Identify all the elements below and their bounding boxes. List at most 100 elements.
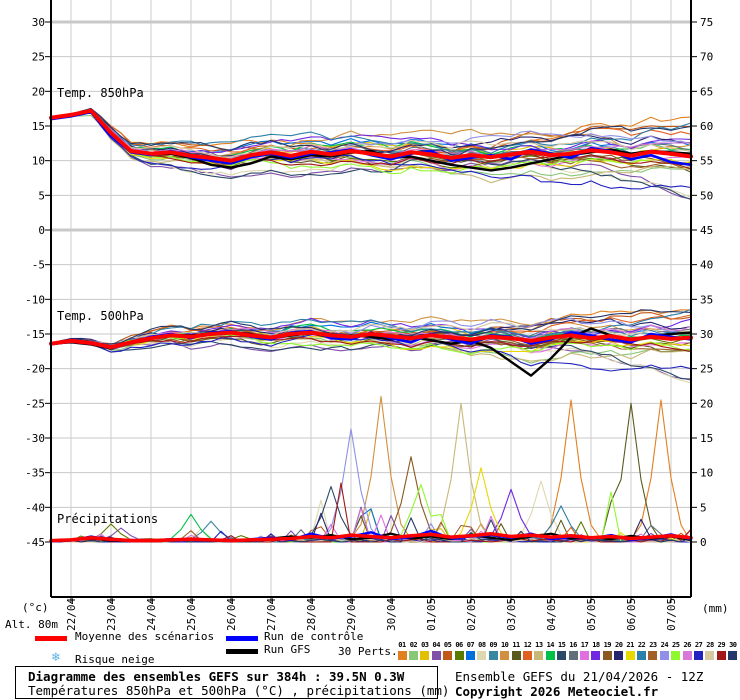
pert-number: 03 [421,641,429,649]
pert-number: 02 [409,641,418,649]
pert-number: 01 [398,641,406,649]
pert-swatch [671,651,681,660]
date-label: 06/05 [625,598,638,631]
date-label: 03/05 [505,598,518,631]
pert-number: 20 [615,641,623,649]
snowflake-icon: ❄ [52,650,60,665]
pert-legend-22: 22 [637,641,647,660]
pert-legend-12: 12 [522,641,532,660]
pert-swatch [648,651,658,660]
pert-number: 27 [694,641,703,649]
pert-line-05-500 [50,312,692,346]
pert-legend-13: 13 [534,641,544,660]
pert-swatch [728,651,738,660]
pert-number: 28 [706,641,714,649]
gfs-line-label: Run GFS [264,643,311,656]
pert-legend-17: 17 [580,641,590,660]
pert-number: 25 [672,641,680,649]
snow-risk-label: Risque neige [75,653,155,666]
pert-legend-28: 28 [705,641,715,660]
pert-legend-07: 07 [465,641,475,660]
left-axis-tick-label: -10 [25,293,45,306]
pert-number: 04 [432,641,441,649]
pert-swatch [500,651,510,660]
right-axis-tick-label: 0 [700,536,707,549]
pert-legend-09: 09 [488,641,498,660]
left-axis-tick-label: -15 [25,328,45,341]
left-axis-tick-label: -30 [25,432,45,445]
left-axis-tick-label: 30 [32,16,45,29]
copyright: Copyright 2026 Meteociel.fr [455,684,659,699]
left-axis-tick-label: -45 [25,536,45,549]
pert-number: 14 [546,641,555,649]
pert-swatch [534,651,544,660]
left-axis-tick-label: -35 [25,467,45,480]
right-axis-tick-label: 60 [700,120,713,133]
right-axis-tick-label: 75 [700,16,713,29]
mean-line-850 [49,108,693,163]
pert-number: 18 [592,641,600,649]
pert-number: 22 [637,641,646,649]
pert-legend-18: 18 [591,641,601,660]
date-label: 05/05 [585,598,598,631]
pert-number: 08 [478,641,486,649]
date-label: 24/04 [145,598,158,631]
pert-swatch [637,651,647,660]
pert-line-04-850 [50,111,692,200]
right-axis-tick-label: 10 [700,467,713,480]
mean-line-500 [49,330,693,350]
panel-label-500hpa: Temp. 500hPa [57,309,144,323]
pert-number: 24 [660,641,669,649]
diagram-subtitle: Températures 850hPa et 500hPa (°C) , pré… [28,683,450,698]
gfs-line-swatch [226,649,258,654]
pert-swatch [705,651,715,660]
pert-swatch [716,651,726,660]
pert-line-15-500 [50,340,692,380]
control-line-swatch [226,636,258,641]
right-axis-tick-label: 55 [700,155,713,168]
pert-number: 23 [649,641,657,649]
altitude-label: Alt. 80m [5,618,58,631]
date-label: 01/05 [425,598,438,631]
pert-legend-25: 25 [671,641,681,660]
pert-swatch [568,651,578,660]
pert-swatch [557,651,567,660]
run-info: Ensemble GEFS du 21/04/2026 - 12Z [455,669,704,684]
pert-line-25-850 [50,110,692,175]
pert-number: 07 [466,641,475,649]
control-line-label: Run de contrôle [264,630,364,643]
pert-number: 10 [500,641,509,649]
mean-line-label: Moyenne des scénarios [75,630,215,643]
pert-legend-05: 05 [443,641,453,660]
pert-swatch [694,651,704,660]
perts-count-label: 30 Perts. [338,645,398,658]
date-label: 07/05 [665,598,678,631]
pert-number: 06 [455,641,463,649]
pert-number: 05 [443,641,452,649]
mean-line-precip [49,531,693,543]
date-label: 22/04 [65,598,78,631]
pert-swatch [465,651,475,660]
pert-line-28-500 [50,322,692,347]
pert-legend-21: 21 [625,641,635,660]
panel-label-850hpa: Temp. 850hPa [57,86,144,100]
right-axis-tick-label: 70 [700,51,713,64]
date-label: 02/05 [465,598,478,631]
pert-swatch [420,651,430,660]
pert-legend-20: 20 [614,641,624,660]
pert-legend-03: 03 [420,641,430,660]
pert-line-12-850 [50,108,692,154]
pert-line-29-500 [50,335,692,353]
perturbation-color-legend: 01 02 03 04 05 06 07 08 09 10 11 12 13 14 15 16 17 18 19 20… [397,641,738,660]
pert-line-29-850 [50,109,692,170]
date-label: 25/04 [185,598,198,631]
pert-number: 13 [535,641,543,649]
pert-legend-14: 14 [545,641,555,660]
right-axis-tick-label: 30 [700,328,713,341]
pert-number: 17 [580,641,589,649]
left-axis-tick-label: 15 [32,120,45,133]
left-axis-tick-label: 10 [32,155,45,168]
pert-legend-16: 16 [568,641,578,660]
